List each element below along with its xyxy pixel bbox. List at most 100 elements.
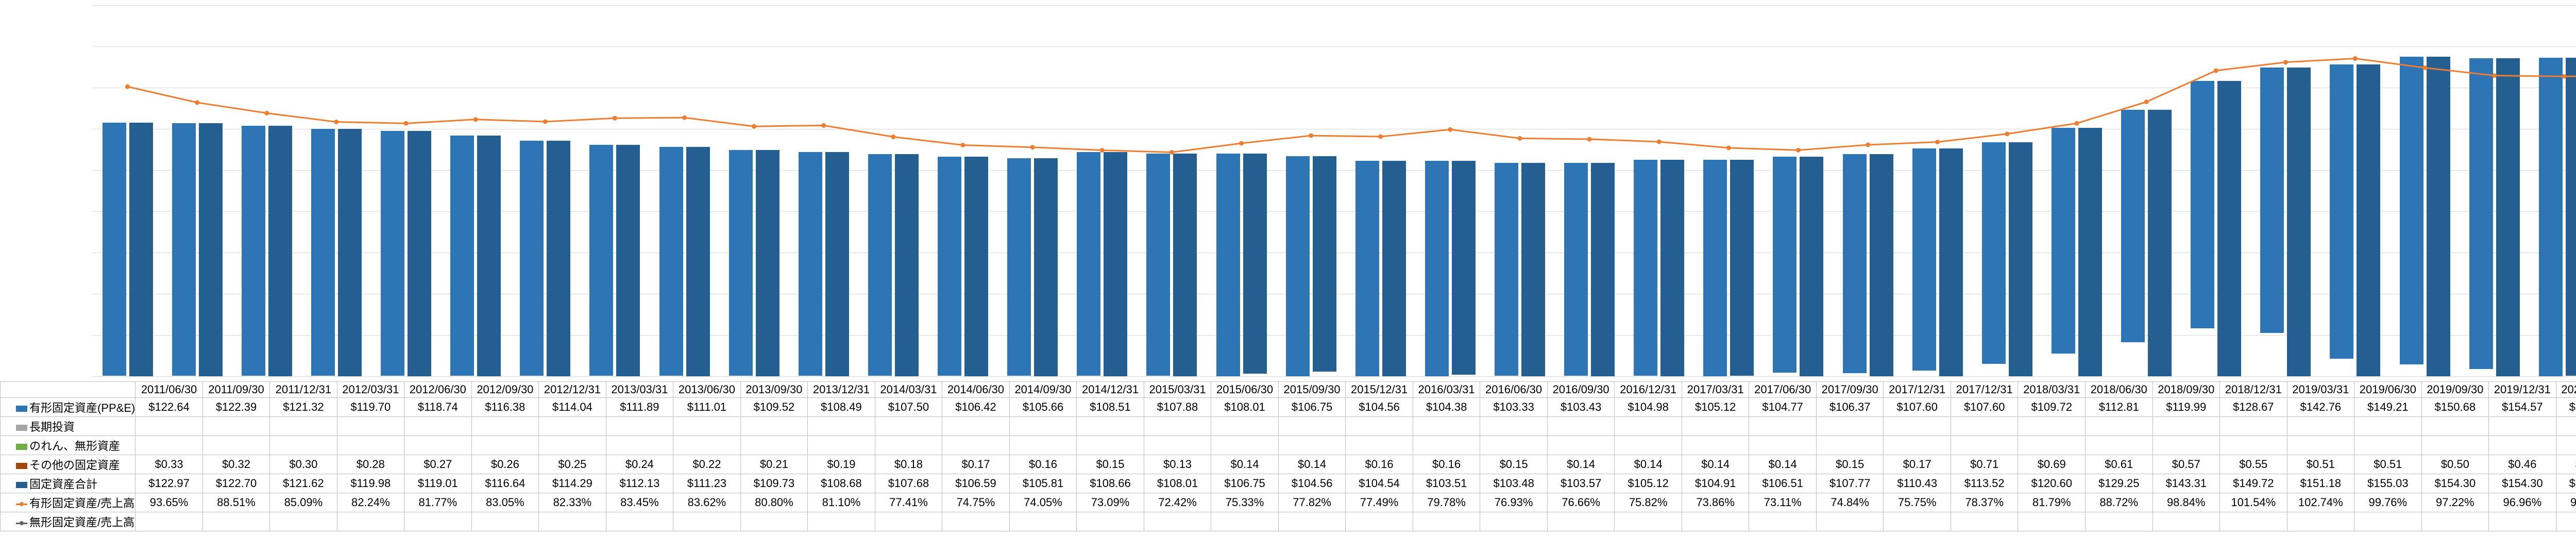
data-cell: $0.25 [539, 455, 606, 474]
data-cell [2153, 512, 2220, 531]
data-cell: 73.86% [1682, 493, 1749, 512]
bar-total-fixed [547, 141, 570, 376]
data-cell [942, 417, 1010, 436]
data-cell: $107.77 [1816, 474, 1884, 493]
bar-total-fixed [2217, 81, 2241, 376]
data-cell: $0.13 [1144, 455, 1211, 474]
data-cell: $104.54 [1346, 474, 1413, 493]
data-cell: $105.81 [1009, 474, 1077, 493]
data-cell [2354, 512, 2422, 531]
data-cell: $112.81 [2085, 398, 2153, 417]
data-cell: 78.37% [1951, 493, 2018, 512]
data-cell: $122.70 [202, 474, 269, 493]
data-cell: 93.65% [135, 493, 202, 512]
data-cell: $108.01 [1144, 474, 1211, 493]
bar-ppe [1355, 161, 1379, 376]
period-header: 2019/03/31 [2287, 382, 2354, 398]
data-cell: $122.39 [202, 398, 269, 417]
data-cell: $0.46 [2489, 455, 2556, 474]
data-cell [875, 512, 942, 531]
bar-ppe [1495, 163, 1518, 376]
row-header-label: その他の固定資産 [29, 459, 120, 472]
data-cell [2556, 436, 2576, 455]
period-header: 2016/09/30 [1547, 382, 1615, 398]
period-header: 2019/09/30 [2421, 382, 2489, 398]
bar-ppe [1912, 148, 1936, 370]
data-cell [471, 512, 539, 531]
bar-total-fixed [2009, 142, 2032, 376]
bar-ppe [2052, 128, 2075, 354]
bar-total-fixed [1591, 163, 1615, 376]
bar-total-fixed [1870, 154, 1893, 376]
data-cell [1615, 436, 1682, 455]
data-cell: $0.19 [808, 455, 875, 474]
data-cell: $108.68 [808, 474, 875, 493]
data-cell [808, 512, 875, 531]
period-header: 2015/09/30 [1278, 382, 1346, 398]
data-cell: $0.42 [2556, 455, 2576, 474]
table-row: 有形固定資産(PP&E)$122.64$122.39$121.32$119.70… [1, 398, 2576, 417]
bar-ppe [659, 147, 683, 376]
data-cell: $106.59 [942, 474, 1010, 493]
data-cell: $129.25 [2085, 474, 2153, 493]
data-cell: $0.61 [2085, 455, 2153, 474]
data-cell: $109.72 [2018, 398, 2086, 417]
data-cell [1884, 436, 1951, 455]
bar-ppe [450, 136, 474, 376]
row-header: のれん、無形資産 [1, 436, 135, 455]
data-cell [2354, 436, 2422, 455]
row-header: 有形固定資産/売上高 [1, 493, 135, 512]
period-header: 2017/12/31 [1951, 382, 2018, 398]
data-cell [135, 436, 202, 455]
bar-total-fixed [2287, 68, 2311, 376]
bar-ppe [103, 123, 126, 376]
bar-total-fixed [199, 123, 223, 376]
data-cell [1480, 436, 1548, 455]
data-cell: 83.45% [606, 493, 673, 512]
period-header: 2011/12/31 [270, 382, 337, 398]
data-cell [1615, 512, 1682, 531]
data-cell: $122.64 [135, 398, 202, 417]
data-cell [606, 512, 673, 531]
period-header: 2017/09/30 [1816, 382, 1884, 398]
data-cell: 96.96% [2489, 493, 2556, 512]
data-cell [202, 417, 269, 436]
period-header: 2016/12/31 [1615, 382, 1682, 398]
data-cell: $151.18 [2287, 474, 2354, 493]
data-cell: $119.70 [337, 398, 404, 417]
data-cell: 101.54% [2220, 493, 2287, 512]
period-header: 2017/06/30 [1749, 382, 1817, 398]
data-cell: $104.77 [1749, 398, 1817, 417]
bar-total-fixed [2496, 58, 2520, 376]
data-cell [539, 512, 606, 531]
data-cell: $107.68 [875, 474, 942, 493]
data-cell: $119.01 [404, 474, 472, 493]
data-cell [673, 436, 741, 455]
data-cell [942, 436, 1010, 455]
period-header: 2017/12/31 [1884, 382, 1951, 398]
period-header: 2017/03/31 [1682, 382, 1749, 398]
data-cell [135, 417, 202, 436]
row-header [1, 382, 135, 398]
data-cell [2018, 512, 2086, 531]
data-cell: 83.05% [471, 493, 539, 512]
data-cell: $154.30 [2489, 474, 2556, 493]
data-cell: $0.14 [1615, 455, 1682, 474]
data-cell: $0.22 [673, 455, 741, 474]
data-cell [404, 512, 472, 531]
data-cell [1413, 512, 1480, 531]
bar-ppe [242, 126, 265, 376]
bar-ppe [2469, 58, 2493, 369]
period-header: 2015/06/30 [1211, 382, 1279, 398]
data-cell: $116.64 [471, 474, 539, 493]
bar-ppe [311, 129, 335, 376]
data-cell [2018, 436, 2086, 455]
data-cell: $149.21 [2354, 398, 2422, 417]
data-cell: 73.11% [1749, 493, 1817, 512]
bar-total-fixed [1382, 161, 1406, 376]
row-header-label: 有形固定資産(PP&E) [29, 402, 135, 414]
bar-total-fixed [1452, 161, 1476, 374]
data-cell: $106.75 [1211, 474, 1279, 493]
data-cell [2421, 512, 2489, 531]
table-row: 有形固定資産/売上高93.65%88.51%85.09%82.24%81.77%… [1, 493, 2576, 512]
